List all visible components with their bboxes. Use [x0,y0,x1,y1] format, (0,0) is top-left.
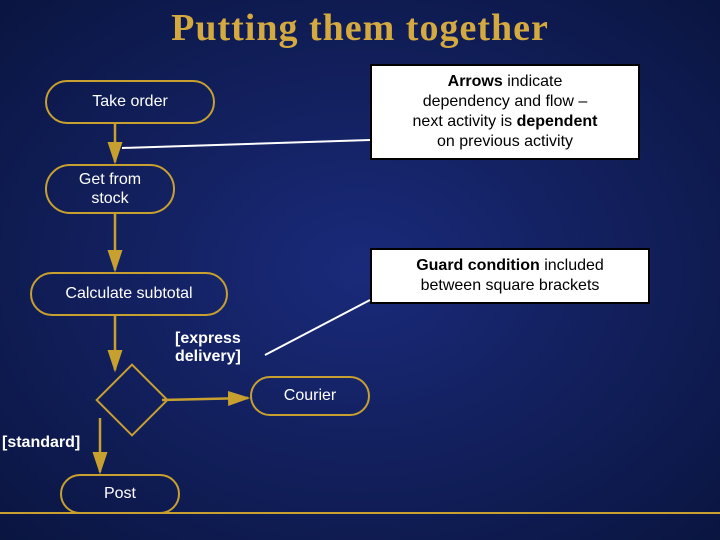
node-post: Post [60,474,180,514]
node-take-order-label: Take order [92,92,168,111]
guard-label-standard: [standard] [2,434,80,452]
node-courier: Courier [250,376,370,416]
node-calculate-subtotal: Calculate subtotal [30,272,228,316]
node-get-from-stock: Get from stock [45,164,175,214]
callout-guard-info: Guard condition includedbetween square b… [370,248,650,304]
node-courier-label: Courier [284,386,336,405]
node-take-order: Take order [45,80,215,124]
callout-arrows-info: Arrows indicatedependency and flow –next… [370,64,640,160]
node-get-from-stock-label: Get from stock [79,170,141,208]
footer-rule [0,512,720,514]
page-title: Putting them together [0,0,720,50]
decision-diamond [95,363,169,437]
node-calculate-subtotal-label: Calculate subtotal [65,284,192,303]
guard-label-express: [express delivery] [175,330,241,366]
node-post-label: Post [104,484,136,503]
